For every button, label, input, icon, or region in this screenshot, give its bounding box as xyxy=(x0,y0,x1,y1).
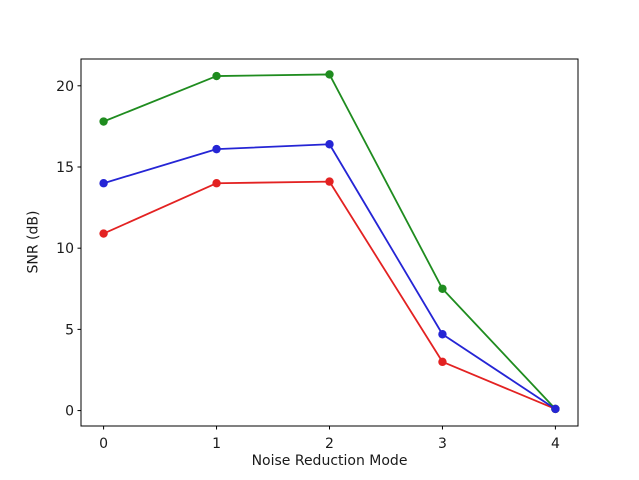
green-series-line xyxy=(102,73,557,410)
y-tick-label: 0 xyxy=(65,404,74,420)
y-tick-label: 15 xyxy=(56,160,74,176)
x-tick-label: 4 xyxy=(551,436,560,452)
x-tick-label: 0 xyxy=(99,436,108,452)
green-series-marker xyxy=(325,70,334,79)
x-axis-label: Noise Reduction Mode xyxy=(251,453,408,469)
blue-series-marker xyxy=(212,144,221,154)
green-series-marker xyxy=(99,117,108,126)
y-tick-label: 20 xyxy=(56,79,74,95)
red-series-marker xyxy=(212,179,221,188)
x-tick-label: 1 xyxy=(212,436,221,452)
blue-series-marker xyxy=(99,179,108,188)
red-series-marker xyxy=(99,229,108,238)
red-series-line xyxy=(102,180,557,410)
green-series-marker xyxy=(438,284,447,293)
y-axis-label: SNR (dB) xyxy=(25,210,42,274)
blue-series-marker xyxy=(551,404,560,414)
x-tick-label: 3 xyxy=(438,436,447,452)
red-series-marker xyxy=(438,357,447,367)
y-tick-label: 5 xyxy=(65,322,74,338)
green-series-marker xyxy=(212,71,221,81)
red-series-marker xyxy=(325,177,334,186)
blue-series-marker xyxy=(325,140,334,149)
plot-frame xyxy=(80,58,579,427)
blue-series-marker xyxy=(438,330,447,339)
x-tick-label: 2 xyxy=(325,436,334,452)
y-tick-label: 10 xyxy=(56,241,74,257)
